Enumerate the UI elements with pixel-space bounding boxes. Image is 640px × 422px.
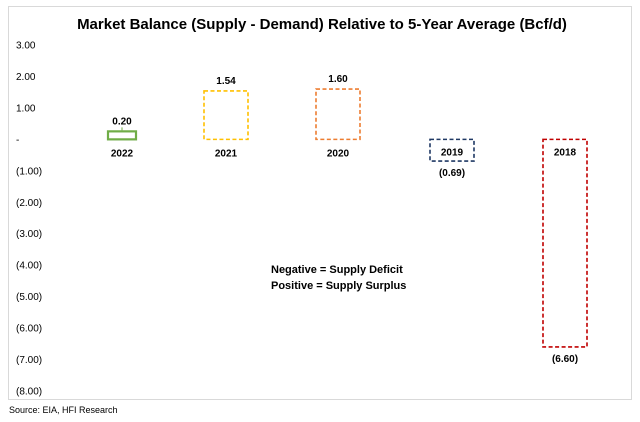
y-tick-label: (5.00) bbox=[16, 292, 42, 303]
y-tick-label: 2.00 bbox=[16, 72, 36, 83]
data-label: 0.20 bbox=[112, 116, 132, 127]
chart-title: Market Balance (Supply - Demand) Relativ… bbox=[77, 16, 567, 33]
data-label: 1.54 bbox=[216, 76, 236, 87]
bar-2019 bbox=[429, 138, 475, 162]
category-label: 2019 bbox=[441, 147, 464, 158]
y-axis: 3.00 2.00 1.00 - (1.00) (2.00) (3.00) (4.00) (5.… bbox=[16, 41, 42, 398]
y-tick-label: 3.00 bbox=[16, 41, 36, 52]
y-tick-label: - bbox=[16, 135, 19, 146]
y-tick-label: (7.00) bbox=[16, 355, 42, 366]
y-tick-label: (2.00) bbox=[16, 198, 42, 209]
y-tick-label: (8.00) bbox=[16, 387, 42, 398]
bar-2018 bbox=[542, 138, 588, 348]
data-label: (6.60) bbox=[552, 354, 578, 365]
data-label: (0.69) bbox=[439, 168, 465, 179]
category-label: 2022 bbox=[111, 148, 134, 159]
bars: 2022 0.20 2021 1.54 2020 1.60 2019 (0.69) 2018 (6… bbox=[106, 74, 588, 365]
category-label: 2018 bbox=[554, 147, 577, 158]
category-label: 2020 bbox=[327, 148, 350, 159]
y-tick-label: (3.00) bbox=[16, 229, 42, 240]
y-tick-label: (1.00) bbox=[16, 166, 42, 177]
bar-2020 bbox=[315, 88, 361, 141]
annotations: Negative = Supply Deficit Positive = Supp… bbox=[271, 264, 406, 292]
category-label: 2021 bbox=[215, 148, 238, 159]
annotation-text: Negative = Supply Deficit bbox=[271, 264, 403, 276]
bar-2022 bbox=[106, 130, 138, 141]
source-note: Source: EIA, HFI Research bbox=[9, 405, 118, 415]
y-tick-label: (4.00) bbox=[16, 261, 42, 272]
y-tick-label: 1.00 bbox=[16, 103, 36, 114]
bar-2021 bbox=[203, 90, 249, 141]
chart-frame bbox=[8, 6, 632, 400]
data-label: 1.60 bbox=[328, 74, 348, 85]
annotation-text: Positive = Supply Surplus bbox=[271, 280, 406, 292]
y-tick-label: (6.00) bbox=[16, 324, 42, 335]
